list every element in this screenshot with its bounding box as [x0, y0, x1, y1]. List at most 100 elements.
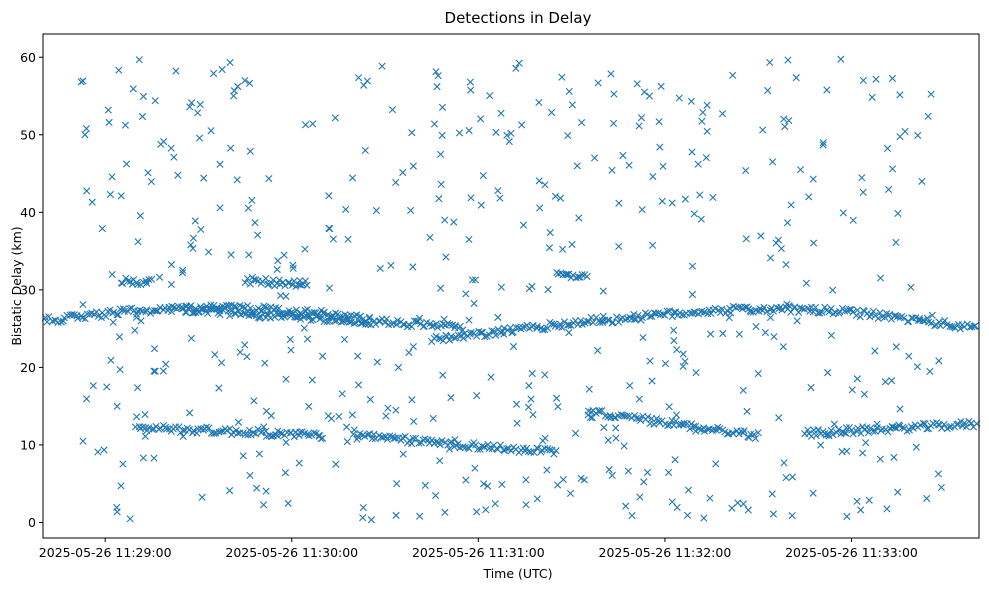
- data-point: [873, 420, 881, 428]
- data-point: [292, 428, 300, 436]
- data-point: [117, 192, 125, 200]
- data-point: [868, 93, 876, 101]
- data-point: [407, 206, 415, 215]
- data-point: [217, 427, 225, 436]
- data-points: [41, 55, 981, 524]
- data-point: [515, 59, 523, 67]
- data-point: [436, 441, 444, 449]
- data-point: [573, 162, 581, 170]
- data-point: [779, 343, 787, 351]
- data-point: [474, 445, 482, 453]
- data-point: [477, 115, 485, 123]
- data-point: [665, 307, 674, 315]
- data-point: [497, 283, 505, 291]
- data-point: [282, 375, 290, 383]
- data-point: [260, 423, 268, 431]
- data-point: [210, 69, 218, 78]
- data-point: [661, 360, 670, 368]
- data-point: [668, 312, 676, 321]
- data-point: [860, 390, 869, 398]
- data-point: [843, 307, 851, 315]
- data-point: [121, 121, 129, 129]
- data-point: [905, 352, 913, 360]
- data-point: [57, 318, 65, 326]
- data-point: [216, 160, 224, 168]
- data-point: [960, 419, 969, 427]
- data-point: [812, 431, 820, 440]
- data-point: [547, 108, 556, 117]
- data-point: [468, 276, 477, 284]
- data-point: [714, 423, 722, 431]
- data-point: [337, 318, 346, 326]
- data-point: [465, 445, 473, 453]
- data-point: [554, 403, 562, 411]
- data-point: [82, 395, 91, 403]
- data-point: [329, 235, 337, 243]
- data-point: [174, 171, 182, 179]
- data-point: [172, 67, 180, 75]
- data-point: [295, 459, 303, 467]
- data-point: [189, 234, 198, 242]
- data-point: [558, 73, 566, 81]
- data-point: [829, 286, 837, 294]
- data-point: [872, 75, 880, 83]
- data-point: [487, 373, 495, 381]
- data-point: [438, 131, 446, 139]
- data-point: [135, 56, 143, 64]
- data-point: [575, 214, 583, 222]
- data-point: [608, 471, 616, 479]
- data-point: [655, 118, 663, 126]
- data-point: [486, 92, 494, 100]
- data-point: [305, 313, 313, 321]
- data-point: [265, 174, 273, 183]
- data-point: [296, 276, 304, 285]
- data-point: [892, 238, 900, 247]
- data-point: [459, 326, 467, 334]
- data-point: [962, 423, 970, 431]
- data-point: [894, 209, 902, 218]
- data-point: [639, 333, 647, 342]
- data-point: [292, 313, 300, 321]
- data-point: [133, 384, 142, 392]
- data-point: [619, 151, 627, 160]
- data-point: [151, 306, 159, 315]
- data-point: [314, 311, 322, 319]
- data-point: [409, 263, 417, 271]
- data-point: [827, 426, 835, 434]
- data-point: [253, 484, 261, 492]
- data-point: [697, 215, 705, 223]
- data-point: [466, 78, 474, 86]
- data-point: [937, 483, 945, 491]
- data-point: [308, 376, 316, 384]
- data-point: [865, 496, 873, 504]
- data-point: [234, 418, 243, 426]
- data-point: [363, 77, 371, 85]
- data-point: [250, 311, 258, 319]
- data-point: [712, 460, 720, 468]
- data-point: [725, 314, 733, 322]
- y-tick-label: 0: [28, 515, 36, 530]
- data-point: [216, 204, 224, 212]
- data-point: [589, 318, 597, 327]
- data-point: [330, 317, 339, 325]
- data-point: [672, 411, 681, 419]
- data-point: [496, 441, 504, 449]
- data-point: [853, 375, 861, 383]
- data-point: [874, 314, 882, 322]
- data-point: [481, 333, 489, 341]
- data-point: [145, 276, 153, 284]
- data-point: [455, 129, 464, 137]
- data-point: [622, 502, 630, 510]
- data-point: [234, 82, 242, 91]
- data-point: [343, 438, 351, 446]
- data-point: [535, 98, 543, 107]
- data-point: [392, 406, 400, 414]
- data-point: [123, 160, 131, 168]
- data-point: [450, 334, 459, 342]
- data-point: [525, 382, 533, 390]
- data-point: [442, 253, 450, 261]
- data-point: [635, 395, 643, 403]
- data-point: [687, 97, 695, 105]
- data-point: [664, 421, 672, 430]
- data-point: [240, 309, 248, 317]
